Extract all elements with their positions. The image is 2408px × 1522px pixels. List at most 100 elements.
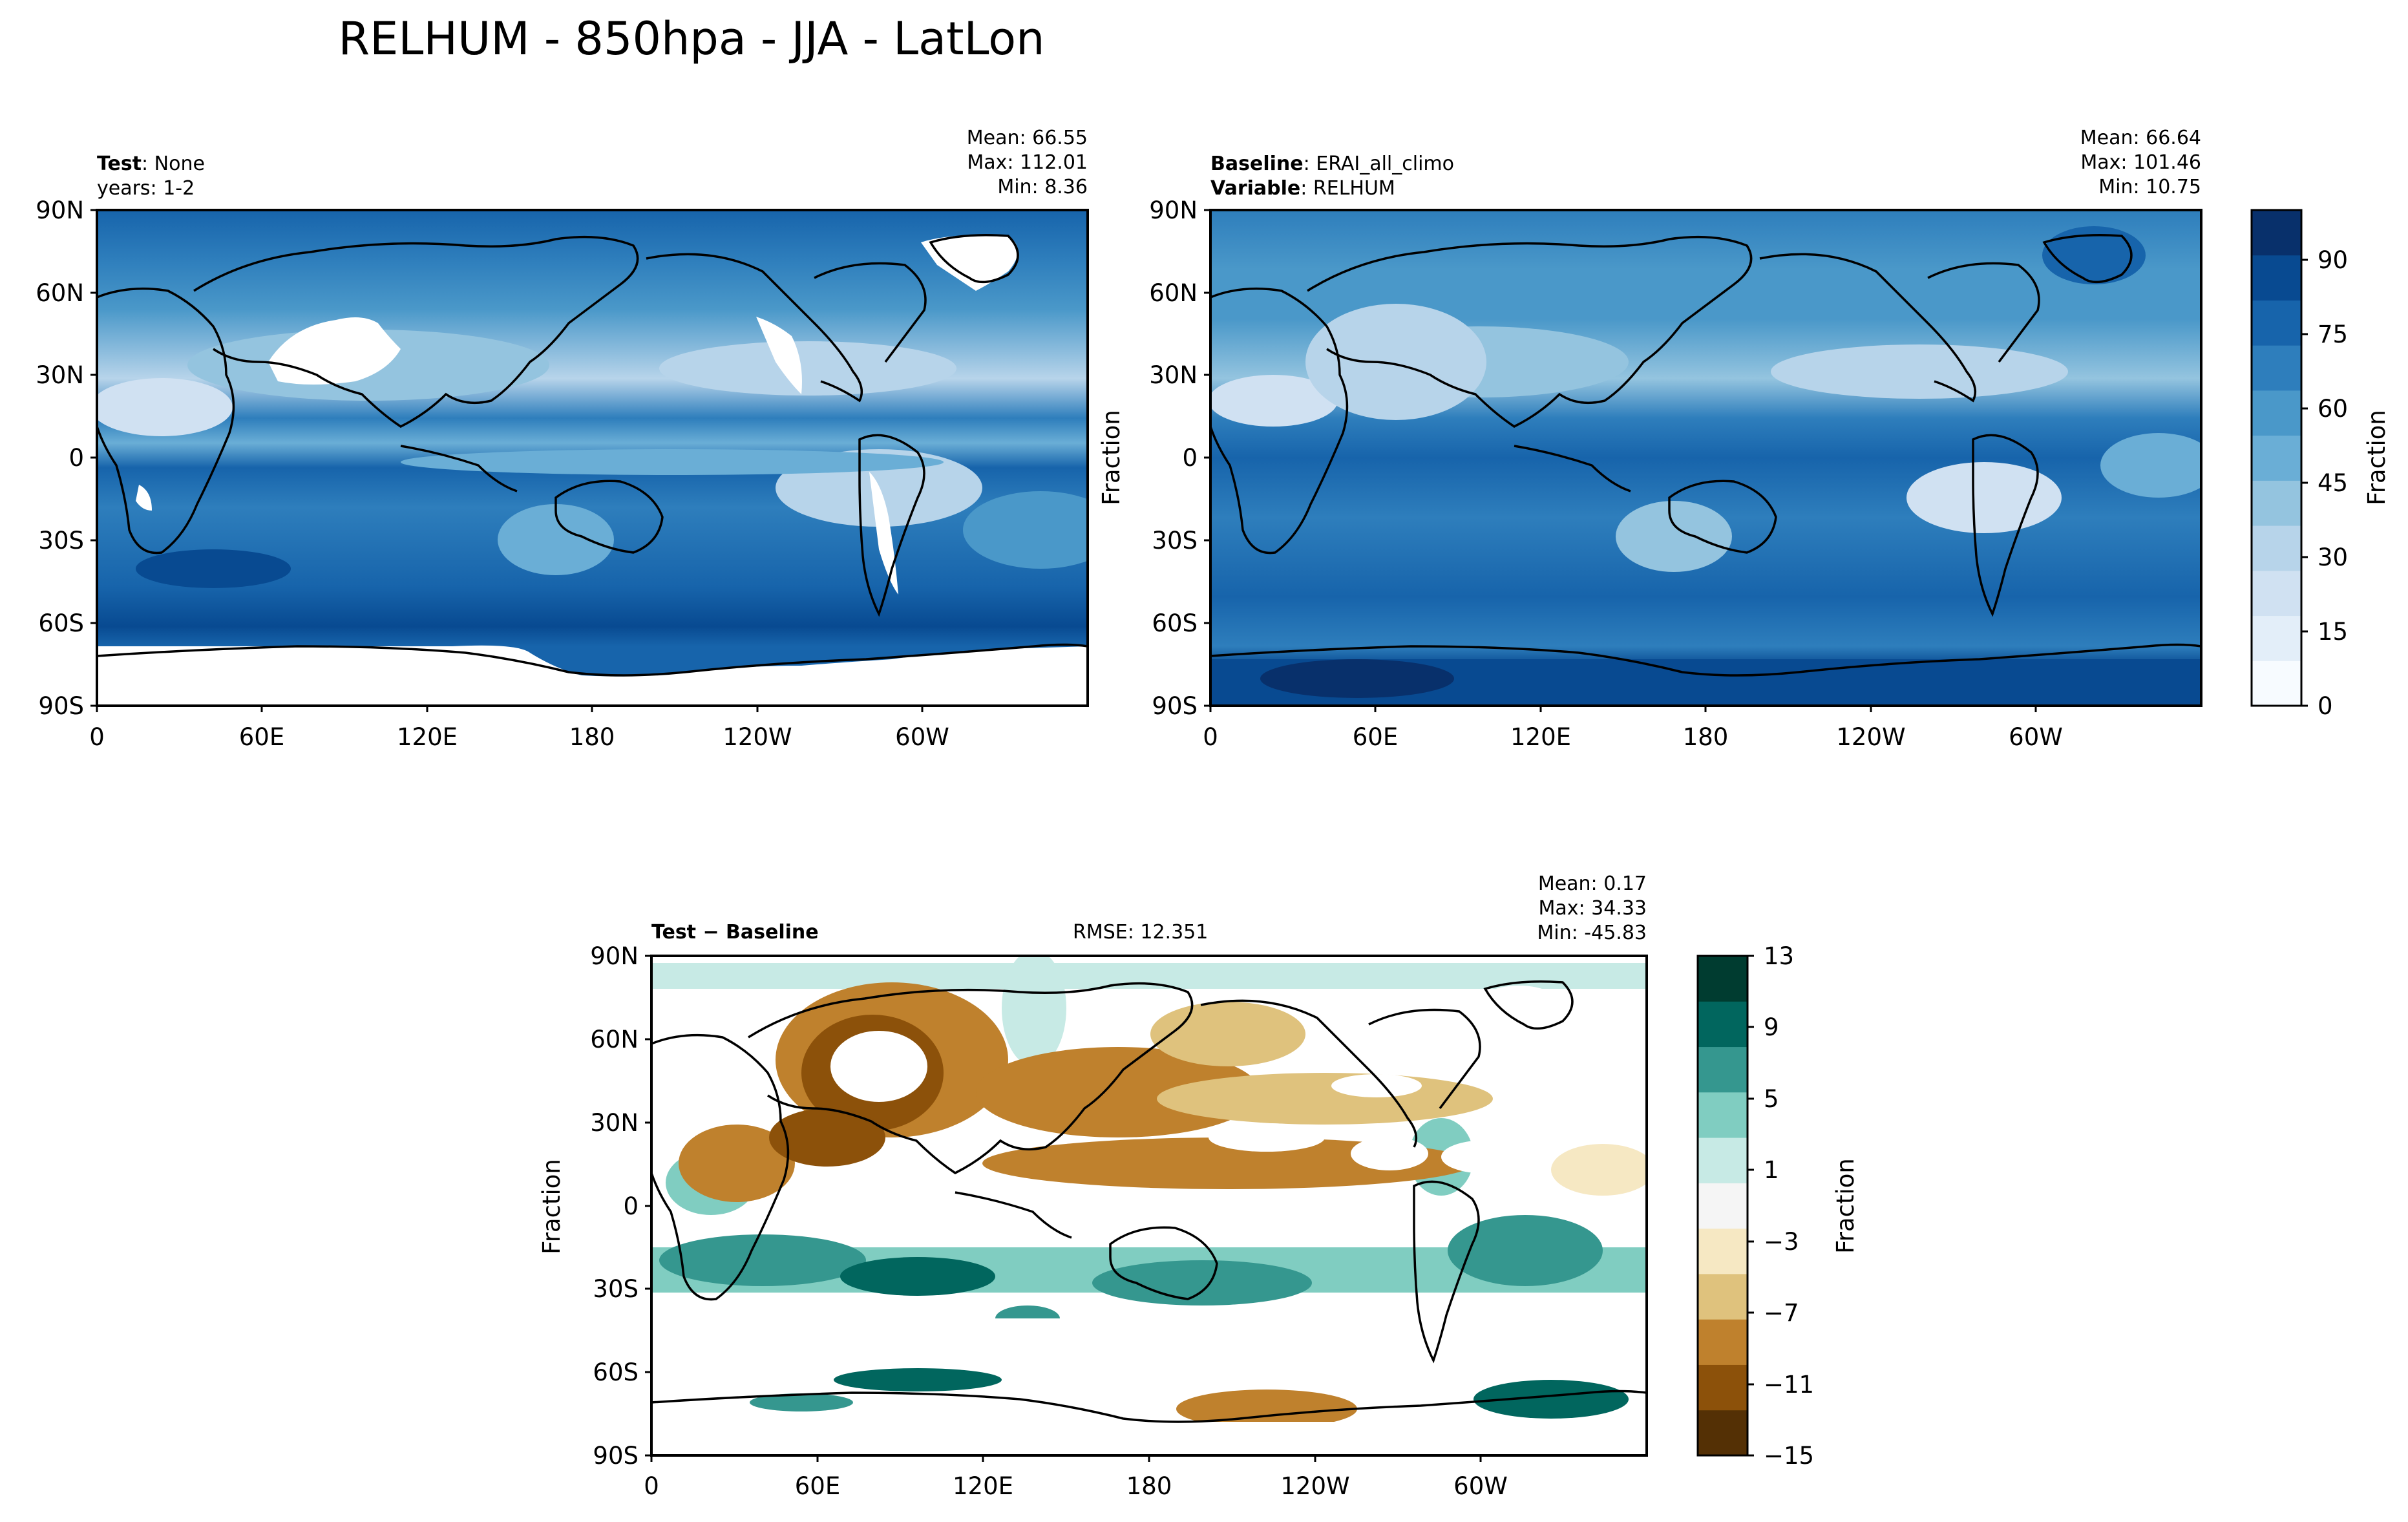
colorbar-diverging-level-1 xyxy=(1698,1364,1748,1411)
colorbar-sequential-level-10 xyxy=(2252,210,2301,256)
panel-baseline: Baseline: ERAI_all_climo Variable: RELHU… xyxy=(1097,127,2202,751)
colorbar-diverging-tick-13: 13 xyxy=(1764,942,1794,970)
panel-baseline-xtick-60e: 60E xyxy=(1353,723,1398,751)
colorbar-diverging-level-8 xyxy=(1698,1046,1748,1093)
colorbar-sequential-label: Fraction xyxy=(2363,410,2391,505)
panel-diff-ytick-30n: 30N xyxy=(590,1109,639,1137)
colorbar-sequential-level-2 xyxy=(2252,570,2301,617)
panel-test-ytick-30n: 30N xyxy=(36,361,84,389)
panel-test-xtick-120w: 120W xyxy=(723,723,792,751)
panel-baseline-yaxis: 90N 60N 30N 0 30S 60S 90S xyxy=(1149,196,1210,720)
panel-test-yaxis: 90N 60N 30N 0 30S 60S 90S xyxy=(36,196,97,720)
panel-baseline-ytick-90s: 90S xyxy=(1152,692,1198,720)
panel-diff-stat-mean: Mean: 0.17 xyxy=(1538,872,1647,895)
panel-diff-ytick-90s: 90S xyxy=(593,1442,639,1470)
panel-diff-rmse: RMSE: 12.351 xyxy=(1073,921,1208,944)
panel-test-label-rest: : None xyxy=(142,153,205,175)
panel-diff-ytick-90n: 90N xyxy=(590,942,639,970)
colorbar-diverging-level-0 xyxy=(1698,1410,1748,1456)
colorbar-diverging-label: Fraction xyxy=(1832,1158,1859,1254)
panel-diff-xtick-0: 0 xyxy=(644,1472,659,1500)
panel-baseline-label: Baseline: ERAI_all_climo xyxy=(1210,153,1454,175)
colorbar-sequential-tick-60: 60 xyxy=(2318,395,2348,423)
panel-baseline-xtick-120e: 120E xyxy=(1510,723,1571,751)
panel-diff-ytick-0: 0 xyxy=(623,1192,639,1220)
panel-baseline-label-rest: : ERAI_all_climo xyxy=(1304,153,1454,175)
colorbar-diverging-level-2 xyxy=(1698,1319,1748,1365)
panel-baseline-xaxis: 0 60E 120E 180 120W 60W xyxy=(1203,706,2063,751)
colorbar-diverging-tick-5: 5 xyxy=(1764,1085,1779,1113)
panel-test-ytick-90n: 90N xyxy=(36,196,84,224)
panel-baseline-xtick-0: 0 xyxy=(1203,723,1218,751)
panel-baseline-xtick-180: 180 xyxy=(1683,723,1729,751)
colorbar-diverging-level-5 xyxy=(1698,1183,1748,1229)
panel-test-stat-min: Min: 8.36 xyxy=(997,176,1088,198)
panel-baseline-stat-mean: Mean: 66.64 xyxy=(2080,127,2201,149)
colorbar-sequential-level-7 xyxy=(2252,345,2301,391)
colorbar-diverging-level-6 xyxy=(1698,1137,1748,1183)
panel-diff-map xyxy=(651,956,1647,1455)
panel-diff-xaxis: 0 60E 120E 180 120W 60W xyxy=(644,1455,1508,1500)
panel-test-stat-mean: Mean: 66.55 xyxy=(967,127,1088,149)
panel-test-xtick-60e: 60E xyxy=(239,723,284,751)
panel-test-sublabel: years: 1-2 xyxy=(97,177,195,200)
panel-baseline-ytick-90n: 90N xyxy=(1149,196,1198,224)
colorbar-diverging: −15 −11 −7 −3 1 5 9 13 Fraction xyxy=(1696,942,1859,1470)
panel-diff: Test − Baseline RMSE: 12.351 Mean: 0.17 … xyxy=(538,872,1648,1500)
colorbar-diverging-tick-1: 1 xyxy=(1764,1156,1779,1184)
colorbar-sequential-level-0 xyxy=(2252,661,2301,706)
colorbar-diverging-level-4 xyxy=(1698,1228,1748,1274)
colorbar-diverging-tick-m15: −15 xyxy=(1764,1442,1814,1470)
colorbar-sequential-tick-0: 0 xyxy=(2318,692,2333,720)
panel-diff-ytick-30s: 30S xyxy=(593,1275,639,1303)
panel-test-ytick-0: 0 xyxy=(69,444,84,472)
panel-test-xtick-60w: 60W xyxy=(895,723,949,751)
panel-baseline-ytick-30n: 30N xyxy=(1149,361,1198,389)
colorbar-diverging-level-3 xyxy=(1698,1273,1748,1320)
panel-test-stat-max: Max: 112.01 xyxy=(967,151,1088,174)
colorbar-sequential-level-8 xyxy=(2252,300,2301,346)
panel-baseline-label-bold: Baseline xyxy=(1210,153,1304,175)
panel-test-label: Test: None xyxy=(97,153,205,175)
panel-test-ytick-60s: 60S xyxy=(38,609,84,637)
colorbar-diverging-cells xyxy=(1698,956,1748,1456)
panel-diff-ytick-60n: 60N xyxy=(590,1026,639,1053)
figure-title: RELHUM - 850hpa - JJA - LatLon xyxy=(339,12,1045,65)
colorbar-sequential-level-6 xyxy=(2252,390,2301,436)
colorbar-sequential-tick-15: 15 xyxy=(2318,618,2348,646)
panel-test-map xyxy=(97,210,1088,706)
colorbar-sequential-tick-90: 90 xyxy=(2318,246,2348,274)
panel-diff-xtick-60w: 60W xyxy=(1453,1472,1508,1500)
colorbar-diverging-tick-m7: −7 xyxy=(1764,1299,1799,1327)
colorbar-sequential-tick-30: 30 xyxy=(2318,544,2348,571)
panel-test-xtick-0: 0 xyxy=(89,723,105,751)
colorbar-sequential-level-4 xyxy=(2252,480,2301,526)
colorbar-diverging-tick-m3: −3 xyxy=(1764,1228,1799,1256)
colorbar-sequential-level-3 xyxy=(2252,525,2301,571)
colorbar-sequential-cells xyxy=(2252,210,2301,706)
panel-test-xtick-120e: 120E xyxy=(397,723,458,751)
panel-baseline-xtick-60w: 60W xyxy=(2009,723,2063,751)
panel-diff-xtick-120w: 120W xyxy=(1280,1472,1349,1500)
panel-diff-stat-min: Min: -45.83 xyxy=(1537,922,1647,944)
colorbar-sequential: 0 15 30 45 60 75 90 Fraction xyxy=(2250,209,2391,720)
panel-test-ytick-60n: 60N xyxy=(36,279,84,307)
colorbar-sequential-level-1 xyxy=(2252,615,2301,661)
panel-baseline-sublabel: Variable: RELHUM xyxy=(1210,177,1395,200)
colorbar-sequential-level-9 xyxy=(2252,255,2301,301)
panel-baseline-ylabel: Fraction xyxy=(1097,410,1125,505)
colorbar-diverging-frame xyxy=(1696,955,1749,1457)
panel-diff-stat-max: Max: 34.33 xyxy=(1538,897,1647,920)
panel-test-ytick-90s: 90S xyxy=(38,692,84,720)
panel-diff-label: Test − Baseline xyxy=(651,921,819,944)
panel-diff-ylabel: Fraction xyxy=(538,1159,565,1254)
panel-test-ytick-30s: 30S xyxy=(38,527,84,555)
panel-baseline-sublabel-bold: Variable xyxy=(1210,177,1300,200)
panel-baseline-ytick-0: 0 xyxy=(1182,444,1198,472)
colorbar-sequential-frame xyxy=(2250,209,2303,707)
panel-test-xaxis: 0 60E 120E 180 120W 60W xyxy=(89,706,949,751)
panel-baseline-map xyxy=(1210,210,2201,706)
colorbar-diverging-level-7 xyxy=(1698,1092,1748,1138)
panel-baseline-ytick-60n: 60N xyxy=(1149,279,1198,307)
